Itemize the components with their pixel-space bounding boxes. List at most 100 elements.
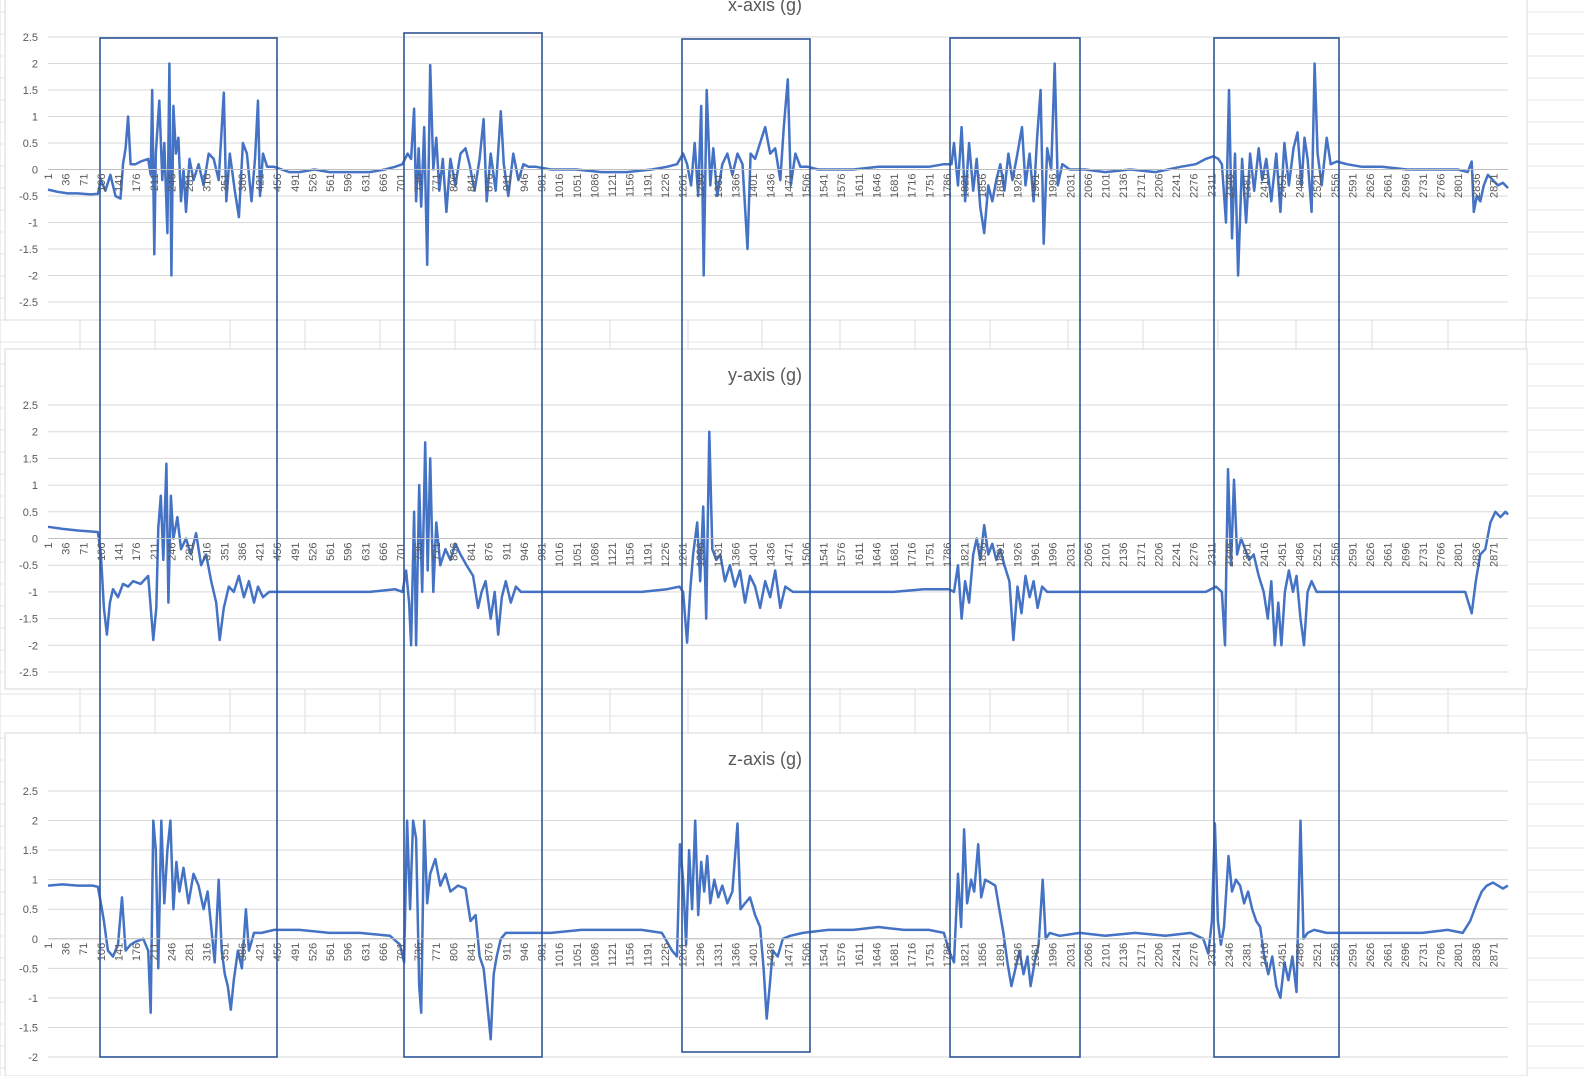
x-tick-label: 2311 [1206,943,1218,967]
x-tick-label: 1086 [589,543,601,567]
x-tick-label: 1611 [854,543,866,567]
x-tick-label: 1856 [977,174,989,198]
x-tick-label: 1611 [854,174,866,198]
x-tick-label: 946 [519,543,531,561]
x-tick-label: 2591 [1347,174,1359,198]
y-tick-label: -2.5 [19,297,38,309]
y-tick-label: 1.5 [23,845,38,857]
x-tick-label: 1121 [607,943,619,967]
x-tick-label: 2871 [1488,174,1500,198]
x-tick-label: 876 [484,943,496,961]
y-tick-label: 1 [32,112,38,124]
x-tick-label: 2381 [1242,543,1254,567]
x-tick-label: 2276 [1189,543,1201,567]
x-tick-label: 1296 [695,943,707,967]
x-tick-label: 666 [378,943,390,961]
x-tick-label: 316 [202,543,214,561]
x-tick-label: 1926 [1012,173,1024,197]
x-tick-label: 2521 [1312,174,1324,198]
y-tick-label: 1 [32,875,38,887]
x-tick-label: 211 [149,943,161,961]
x-tick-label: 1261 [678,943,690,967]
x-tick-label: 1821 [960,174,972,198]
x-tick-label: 281 [184,174,196,192]
x-tick-label: 176 [131,543,143,561]
x-tick-label: 1646 [871,543,883,567]
x-tick-label: 911 [501,943,513,961]
x-tick-label: 1576 [836,543,848,567]
x-tick-label: 2066 [1083,174,1095,198]
chart-title: y-axis (g) [728,365,802,385]
x-tick-label: 2311 [1206,543,1218,567]
x-tick-label: 736 [413,543,425,561]
x-tick-label: 2346 [1224,174,1236,198]
x-tick-label: 1681 [889,174,901,198]
y-tick-label: 2.5 [23,786,38,798]
x-tick-label: 1751 [924,943,936,967]
x-tick-label: 2031 [1065,174,1077,198]
x-tick-label: 2626 [1365,543,1377,567]
y-tick-label: 0 [32,934,38,946]
x-tick-label: 1401 [748,943,760,967]
x-tick-label: 2731 [1418,543,1430,567]
x-tick-label: 1191 [642,943,654,967]
x-tick-label: 2346 [1224,943,1236,967]
x-tick-label: 1506 [801,174,813,198]
highlight-box [403,32,543,1058]
x-tick-label: 211 [149,174,161,192]
y-tick-label: -1 [28,993,38,1005]
y-tick-label: 2 [32,816,38,828]
x-tick-label: 1646 [871,174,883,198]
x-tick-label: 2521 [1312,543,1324,567]
x-tick-label: 71 [78,174,90,186]
x-tick-label: 526 [307,174,319,192]
y-tick-label: -1.5 [19,614,38,626]
x-tick-label: 1 [43,943,55,949]
x-tick-label: 526 [307,943,319,961]
x-tick-label: 1086 [589,174,601,198]
x-tick-label: 1331 [713,943,725,967]
x-tick-label: 2136 [1118,943,1130,967]
y-tick-label: -0.5 [19,560,38,572]
x-tick-label: 561 [325,543,337,561]
y-tick-label: 0.5 [23,138,38,150]
x-tick-label: 771 [431,174,443,192]
x-tick-label: 2836 [1471,543,1483,567]
x-tick-label: 1786 [942,174,954,198]
x-tick-label: 386 [237,943,249,961]
x-tick-label: 1891 [995,174,1007,198]
x-tick-label: 1401 [748,543,760,567]
x-tick-label: 1436 [766,943,778,967]
x-tick-label: 1926 [1012,542,1024,566]
x-tick-label: 596 [343,943,355,961]
x-tick-label: 1716 [907,543,919,567]
x-tick-label: 876 [484,174,496,192]
x-tick-label: 1366 [730,543,742,567]
x-tick-label: 841 [466,174,478,192]
highlight-box [99,37,278,1058]
y-tick-label: 1.5 [23,85,38,97]
x-tick-label: 1366 [730,174,742,198]
x-tick-label: 596 [343,543,355,561]
x-tick-label: 1576 [836,943,848,967]
x-tick-label: 1891 [995,543,1007,567]
x-tick-label: 141 [114,943,126,961]
x-tick-label: 2696 [1400,543,1412,567]
x-tick-label: 2661 [1383,174,1395,198]
x-tick-label: 1786 [942,543,954,567]
x-tick-label: 2731 [1418,174,1430,198]
x-tick-label: 2871 [1488,543,1500,567]
x-tick-label: 911 [501,174,513,192]
x-tick-label: 2696 [1400,174,1412,198]
x-tick-label: 1296 [695,543,707,567]
x-tick-label: 351 [219,943,231,961]
x-tick-label: 421 [255,174,267,192]
x-tick-label: 1541 [819,543,831,567]
y-tick-label: 0 [32,534,38,546]
chart-title: x-axis (g) [728,0,802,15]
x-tick-label: 1541 [819,174,831,198]
x-tick-label: 1821 [960,543,972,567]
x-tick-label: 2416 [1259,174,1271,198]
x-tick-label: 701 [396,543,408,561]
